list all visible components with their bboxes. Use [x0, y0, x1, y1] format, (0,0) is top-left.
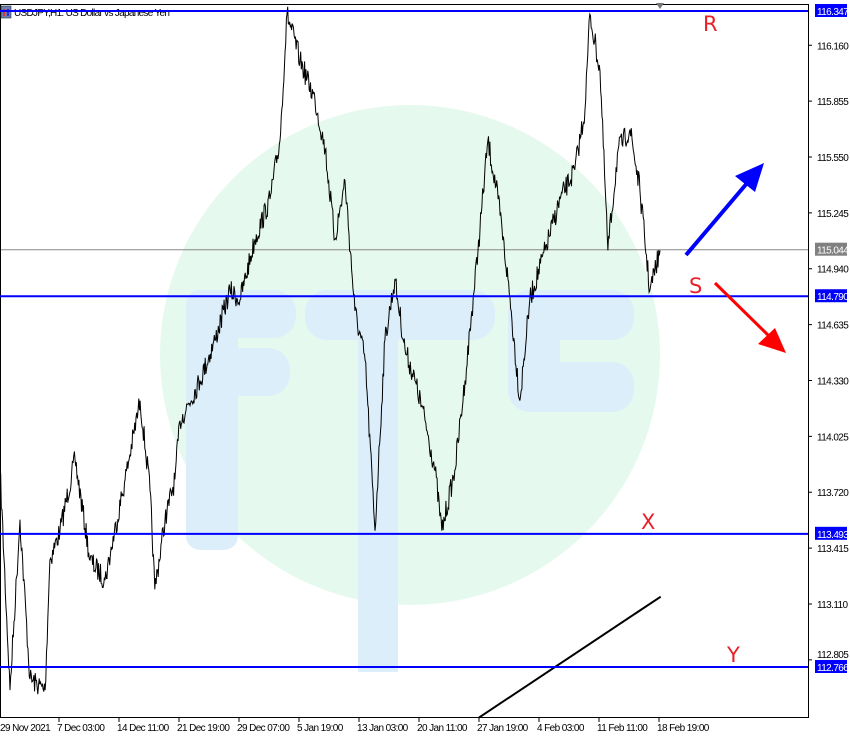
svg-text:USDJPY,H1: US Dollar vs Japan: USDJPY,H1: US Dollar vs Japanese Yen — [14, 8, 169, 19]
y-tick-label: 116.160 — [817, 41, 849, 52]
y-tick-label: 115.550 — [817, 153, 849, 164]
time-axis[interactable]: 29 Nov 2021 7 Dec 03:00 14 Dec 11:00 21 Dec… — [0, 717, 710, 734]
y-tick-label: 114.940 — [817, 265, 849, 276]
x-tick-label: 29 Nov 2021 — [0, 723, 51, 734]
price-axis[interactable]: 116.160 115.855 115.550 115.245 114.940 114.6… — [808, 41, 850, 661]
level-price-label-s: 114.790 — [817, 292, 849, 303]
price-line — [0, 6, 661, 695]
current-price-tag — [815, 242, 847, 256]
y-tick-label: 114.330 — [817, 376, 849, 387]
x-tick-label: 7 Dec 03:00 — [57, 723, 105, 734]
level-price-label-r: 116.347 — [817, 7, 849, 18]
y-tick-label: 114.025 — [817, 432, 849, 443]
arrow-down-red — [713, 281, 786, 353]
x-tick-label: 27 Jan 19:00 — [477, 723, 529, 734]
x-tick-label: 4 Feb 03:00 — [537, 723, 585, 734]
trendline[interactable] — [478, 595, 662, 719]
y-tick-label: 114.635 — [817, 321, 849, 332]
y-tick-label: 113.415 — [817, 544, 849, 555]
scroll-marker[interactable] — [656, 3, 664, 9]
arrow-up-blue — [684, 163, 764, 257]
y-tick-label: 113.110 — [817, 600, 849, 611]
level-price-label-x: 113.493 — [817, 530, 849, 541]
y-tick-label: 113.720 — [817, 488, 849, 499]
level-letter-x: X — [641, 510, 655, 534]
current-price-label: 115.044 — [817, 246, 849, 257]
plot-frame — [0, 4, 809, 718]
x-tick-label: 18 Feb 19:00 — [657, 723, 710, 734]
level-letter-y: Y — [726, 643, 740, 667]
level-letter-r: R — [703, 12, 718, 36]
y-tick-label: 112.805 — [817, 650, 849, 661]
level-price-tag-y — [815, 660, 847, 673]
x-tick-label: 21 Dec 19:00 — [177, 723, 230, 734]
x-tick-label: 20 Jan 11:00 — [417, 723, 468, 734]
level-price-tag-r — [815, 4, 847, 17]
window-title: USDJPY,H1: US Dollar vs Japanese Yen — [0, 5, 170, 19]
y-tick-label: 115.855 — [817, 97, 849, 108]
y-tick-label: 115.245 — [817, 209, 849, 220]
x-tick-label: 13 Jan 03:00 — [357, 723, 409, 734]
x-tick-label: 5 Jan 19:00 — [297, 723, 344, 734]
x-tick-label: 29 Dec 07:00 — [237, 723, 290, 734]
level-price-label-y: 112.766 — [817, 663, 849, 674]
level-price-tag-s — [815, 289, 847, 303]
level-price-tag-x — [815, 526, 847, 540]
watermark-logo — [160, 105, 660, 672]
x-tick-label: 11 Feb 11:00 — [597, 723, 648, 734]
level-letter-s: S — [689, 274, 702, 298]
x-tick-label: 14 Dec 11:00 — [117, 723, 170, 734]
